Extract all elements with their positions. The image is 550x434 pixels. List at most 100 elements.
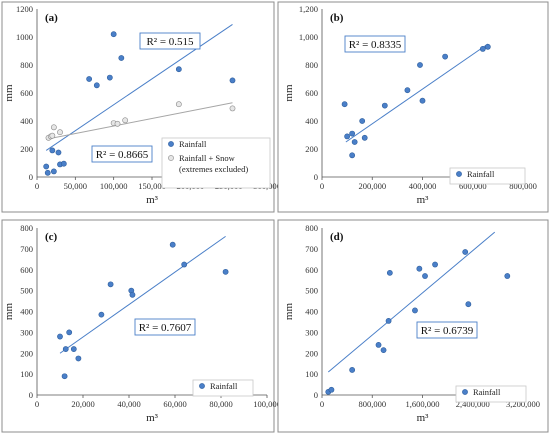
y-tick-label: 600	[305, 88, 318, 98]
data-point	[175, 101, 182, 108]
data-point	[328, 386, 335, 393]
y-tick-label: 200	[20, 144, 33, 154]
y-tick-label: 600	[305, 265, 318, 275]
y-axis-label: mm	[283, 303, 295, 321]
legend: Rainfall	[192, 379, 254, 397]
y-tick-label: 800	[20, 60, 33, 70]
x-tick-label: 0	[35, 181, 39, 191]
data-point	[107, 281, 114, 288]
data-point	[344, 133, 351, 140]
data-point	[55, 149, 62, 156]
y-axis-label: mm	[3, 303, 15, 321]
r2-text: R² = 0.6739	[421, 325, 474, 337]
data-point	[44, 169, 51, 176]
legend-label-line2: (extremes excluded)	[179, 164, 248, 174]
y-tick-label: 300	[20, 327, 33, 337]
r2-box	[344, 35, 406, 53]
data-point	[479, 46, 486, 52]
trendline-0	[327, 231, 496, 373]
r2-box	[91, 145, 153, 163]
y-tick-label: 0	[314, 390, 318, 400]
x-axis-label: m³	[146, 412, 159, 424]
trendline-0	[59, 235, 226, 354]
x-tick-label: 0	[35, 399, 39, 409]
r2-box	[134, 318, 196, 336]
data-point	[380, 347, 387, 354]
data-point	[361, 134, 368, 141]
y-tick-label: 300	[305, 327, 318, 337]
y-tick-label: 600	[20, 88, 33, 98]
data-point	[465, 301, 472, 308]
y-tick-label: 400	[305, 116, 318, 126]
data-point	[422, 273, 428, 279]
x-tick-label: 60,000	[163, 399, 186, 409]
legend-marker	[168, 155, 174, 161]
data-point	[419, 97, 426, 104]
legend-label: Rainfall	[179, 139, 207, 149]
x-axis-label: m³	[146, 194, 159, 206]
r2-text: R² = 0.515	[146, 36, 194, 48]
data-point	[349, 367, 356, 373]
r2-annotation: R² = 0.8665	[91, 145, 153, 163]
y-tick-label: 100	[20, 369, 33, 379]
legend-box	[455, 385, 527, 403]
y-tick-label: 200	[20, 348, 33, 358]
data-point	[43, 163, 50, 170]
r2-box	[416, 321, 478, 339]
y-tick-label: 400	[305, 307, 318, 317]
x-tick-label: 600,000	[459, 181, 487, 191]
panel-label: (b)	[330, 12, 344, 24]
data-point	[229, 105, 236, 112]
panel-0: 0 200 400 600 800 1000 1200 0 50,000 100,000 150,0…	[1, 1, 281, 213]
x-tick-label: 0	[320, 399, 324, 409]
y-tick-label: 800	[20, 223, 33, 233]
x-tick-label: 40,000	[117, 399, 140, 409]
legend-marker	[168, 141, 174, 147]
data-point	[404, 87, 411, 94]
legend-box	[192, 379, 254, 397]
panel-label: (d)	[330, 231, 344, 243]
legend-marker	[462, 389, 468, 395]
trendline-0	[345, 43, 489, 143]
y-tick-label: 200	[305, 144, 318, 154]
data-point	[381, 102, 388, 109]
data-point	[417, 62, 423, 68]
data-point	[385, 317, 392, 324]
y-tick-label: 0	[314, 172, 318, 182]
x-tick-label: 150,000	[138, 181, 166, 191]
panel-1: 0 200 400 600 800 1,000 1,200 0 200,000 400,000 60…	[277, 1, 549, 213]
data-point	[70, 346, 77, 352]
data-point	[181, 261, 188, 268]
panel-2: 0 100 200 300 400 500 600 700 800 0 20,000 40,000 60…	[1, 219, 281, 433]
data-point	[122, 117, 129, 124]
legend: Rainfall Rainfall + Snow(extremes exclude…	[161, 137, 271, 189]
x-tick-label: 20,000	[71, 399, 94, 409]
data-point	[462, 249, 469, 255]
data-point	[61, 373, 68, 380]
y-tick-label: 500	[20, 286, 33, 296]
data-point	[341, 101, 348, 108]
y-tick-label: 200	[305, 348, 318, 358]
x-tick-label: 800,000	[358, 399, 386, 409]
data-point	[49, 147, 56, 154]
x-tick-label: 50,000	[64, 181, 87, 191]
data-point	[375, 341, 382, 348]
r2-text: R² = 0.7607	[139, 322, 192, 334]
y-tick-label: 0	[29, 390, 33, 400]
trendline-1	[46, 102, 233, 140]
x-tick-label: 400,000	[409, 181, 437, 191]
y-tick-label: 0	[29, 172, 33, 182]
x-axis-label: m³	[417, 194, 430, 206]
legend-marker	[199, 383, 205, 389]
y-tick-label: 1,000	[299, 32, 318, 42]
x-tick-label: 80,000	[209, 399, 232, 409]
y-tick-label: 500	[305, 286, 318, 296]
data-point	[62, 346, 69, 352]
r2-text: R² = 0.8335	[349, 39, 402, 51]
data-point	[349, 130, 356, 137]
legend-marker	[456, 171, 462, 177]
data-point	[359, 118, 366, 124]
data-point	[504, 273, 511, 279]
data-point	[66, 329, 73, 336]
data-point	[432, 261, 438, 268]
